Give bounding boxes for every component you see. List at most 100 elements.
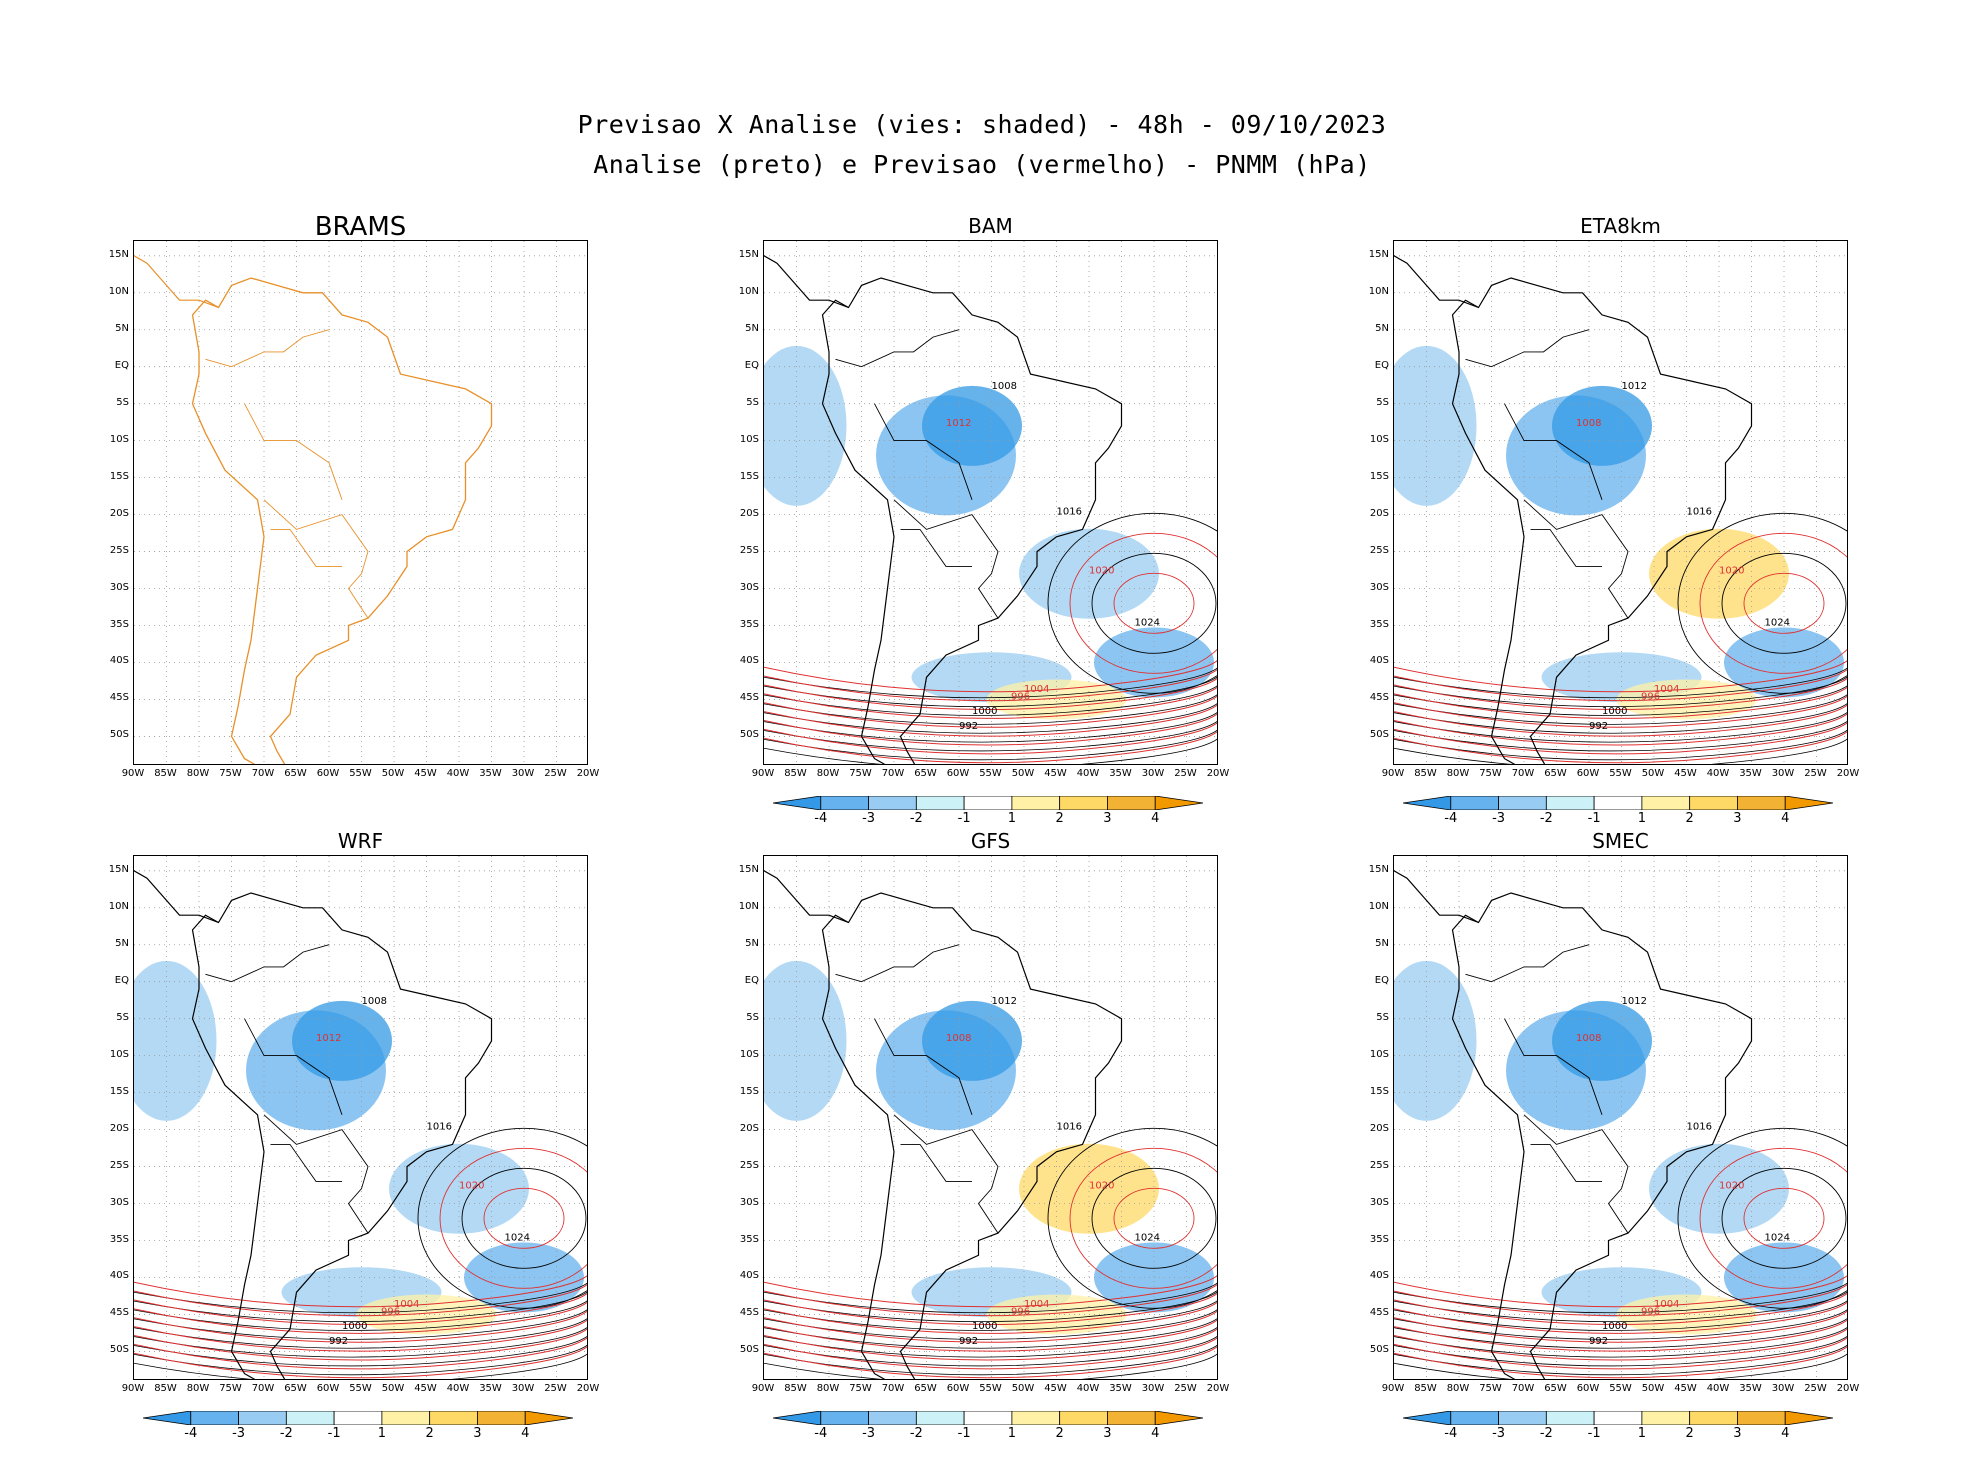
south-america-coastline — [191, 892, 493, 1379]
analysis-isobar — [1394, 1344, 1847, 1376]
lat-tick-label: 30S — [739, 581, 759, 593]
analysis-isobar — [1394, 1335, 1847, 1367]
lat-tick-label: 25S — [739, 1159, 759, 1171]
colorbar-label: 2 — [1055, 811, 1064, 826]
isobar-label: 996 — [1641, 691, 1660, 702]
lat-tick-label: 50S — [739, 1344, 759, 1356]
panel-eta8km: ETA8km 1012 1008 1016 1020 1024 1004 1000 996 992… — [1369, 214, 1860, 845]
country-border — [1504, 1018, 1603, 1115]
central-america-coastline — [134, 869, 219, 924]
colorbar-bin — [820, 1410, 869, 1426]
lon-tick-label: 55W — [979, 768, 1002, 779]
lat-tick-label: 35S — [109, 1233, 129, 1245]
analysis-isobar — [764, 1309, 1217, 1340]
map-plot-area: 1012 1008 1016 1020 1024 1004 1000 996 992 — [763, 855, 1218, 1380]
colorbar-bin — [1784, 795, 1834, 811]
colorbar-bin — [1402, 1410, 1452, 1426]
country-border — [263, 1114, 369, 1234]
analysis-isobar — [134, 1353, 587, 1379]
isobar-label: 1016 — [427, 1122, 452, 1133]
lat-tick-label: 10N — [1368, 285, 1389, 297]
bias-shade-6 — [1616, 1294, 1757, 1335]
lon-tick-label: 35W — [1739, 768, 1762, 779]
bias-shade-2 — [764, 960, 847, 1121]
colorbar-bin — [142, 1410, 192, 1426]
country-border — [874, 403, 973, 500]
lat-tick-label: 35S — [1369, 618, 1389, 630]
lon-tick-label: 90W — [751, 768, 775, 779]
lon-tick-label: 75W — [219, 768, 242, 779]
forecast-isobar — [1394, 1301, 1847, 1334]
figure-title-line-1: Previsao X Analise (vies: shaded) - 48h … — [577, 110, 1387, 139]
colorbar-label: -3 — [1492, 1426, 1506, 1441]
lon-tick-label: 40W — [1706, 1383, 1730, 1394]
lat-tick-label: 5N — [1375, 322, 1389, 334]
analysis-isobar — [1394, 712, 1847, 743]
lat-tick-label: 30S — [739, 1196, 759, 1208]
forecast-isobar — [764, 713, 1217, 746]
bias-shade-6 — [986, 1294, 1127, 1335]
forecast-isobar — [1394, 722, 1847, 755]
colorbar-bin — [381, 1410, 431, 1426]
country-border — [1465, 944, 1590, 983]
analysis-isobar — [1394, 729, 1847, 761]
colorbar: -4 -3 -2 -1 1 2 3 4 — [1402, 1410, 1834, 1446]
forecast-isobar — [1394, 1284, 1847, 1317]
panel-title: BAM — [968, 214, 1013, 238]
lat-tick-label: 10S — [739, 1048, 759, 1060]
forecast-isobar — [134, 1275, 587, 1308]
isobar-label: 992 — [329, 1336, 348, 1347]
lon-tick-label: 85W — [154, 1383, 177, 1394]
bias-shade-1 — [1552, 385, 1652, 466]
lon-tick-label: 75W — [1479, 1383, 1502, 1394]
analysis-isobar — [764, 1344, 1217, 1376]
lat-tick-label: 45S — [109, 1307, 129, 1319]
forecast-isobar — [134, 1310, 587, 1343]
lat-tick-label: 10N — [108, 900, 129, 912]
lon-tick-label: 60W — [316, 768, 340, 779]
high-pressure-isobar — [1721, 1167, 1847, 1269]
colorbar-label: -2 — [279, 1426, 293, 1441]
isobar-label: 1024 — [1135, 1233, 1160, 1244]
forecast-isobar — [764, 731, 1217, 764]
forecast-isobar — [1394, 677, 1847, 710]
isobar-label: 1016 — [1057, 1122, 1082, 1133]
analysis-isobar — [1394, 685, 1847, 716]
forecast-isobar — [1394, 731, 1847, 764]
lat-tick-label: 15N — [1368, 863, 1389, 875]
colorbar-bin — [1059, 795, 1108, 811]
lon-tick-label: 50W — [1641, 768, 1665, 779]
bias-shade-6 — [986, 679, 1127, 720]
lat-tick-label: 15N — [738, 863, 759, 875]
south-america-coastline — [1451, 277, 1753, 764]
isobar-label: 1012 — [992, 996, 1017, 1007]
forecast-isobar — [134, 1346, 587, 1379]
lat-tick-label: 50S — [109, 729, 129, 741]
colorbar-label: 3 — [1103, 811, 1112, 826]
panel-title: BRAMS — [314, 212, 407, 242]
colorbar-bin — [868, 1410, 917, 1426]
country-border — [244, 1018, 343, 1115]
colorbar-label: -1 — [327, 1426, 341, 1441]
forecast-isobar — [764, 1284, 1217, 1317]
lon-tick-label: 85W — [1414, 768, 1437, 779]
forecast-isobar — [764, 1275, 1217, 1308]
high-pressure-isobar — [1113, 572, 1195, 634]
lon-tick-label: 45W — [1044, 1383, 1067, 1394]
colorbar-label: -2 — [909, 811, 923, 826]
analysis-isobar — [134, 1318, 587, 1349]
lon-tick-label: 65W — [914, 768, 937, 779]
lat-tick-label: 35S — [1369, 1233, 1389, 1245]
lon-tick-label: 30W — [511, 768, 535, 779]
colorbar-bin — [1011, 1410, 1061, 1426]
lon-tick-label: 80W — [1446, 768, 1470, 779]
colorbar-bin — [1545, 795, 1595, 811]
lat-tick-label: 10S — [739, 433, 759, 445]
colorbar-label: -2 — [1539, 1426, 1553, 1441]
bias-shade-2 — [134, 960, 217, 1121]
lat-tick-label: 50S — [1369, 1344, 1389, 1356]
colorbar-label: -4 — [814, 1426, 828, 1441]
analysis-isobar — [1394, 720, 1847, 752]
colorbar-label: 2 — [1055, 1426, 1064, 1441]
lat-tick-label: 40S — [109, 1270, 129, 1282]
